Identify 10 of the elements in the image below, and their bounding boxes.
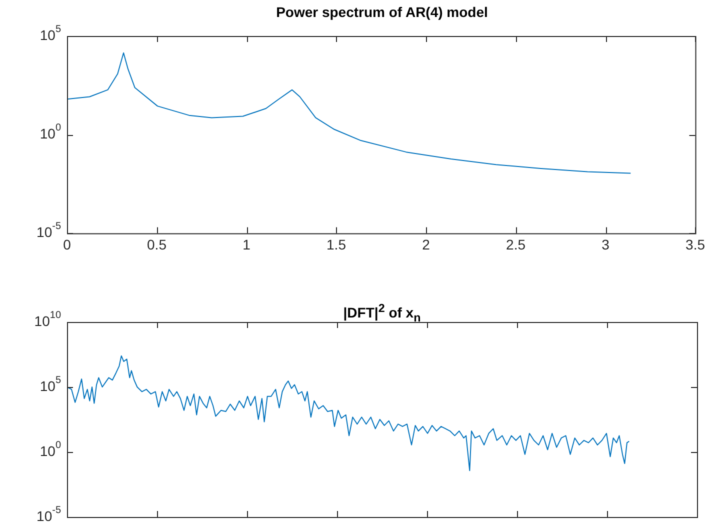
x-tick-label: 1 [242,236,251,252]
x-tick-label: 3.5 [686,236,706,252]
x-tick-label: 0.5 [147,236,167,252]
x-tick-label: 3 [602,236,610,252]
chart-title: Power spectrum of AR(4) model [275,4,489,20]
chart-title: |DFT|$^{2}$ of x$_{n}$ [342,302,422,324]
x-tick-label: 1.5 [326,236,346,252]
x-tick-label: 0 [63,236,72,252]
x-tick-label: 2 [422,236,430,252]
x-tick-label: 2.5 [506,236,526,252]
